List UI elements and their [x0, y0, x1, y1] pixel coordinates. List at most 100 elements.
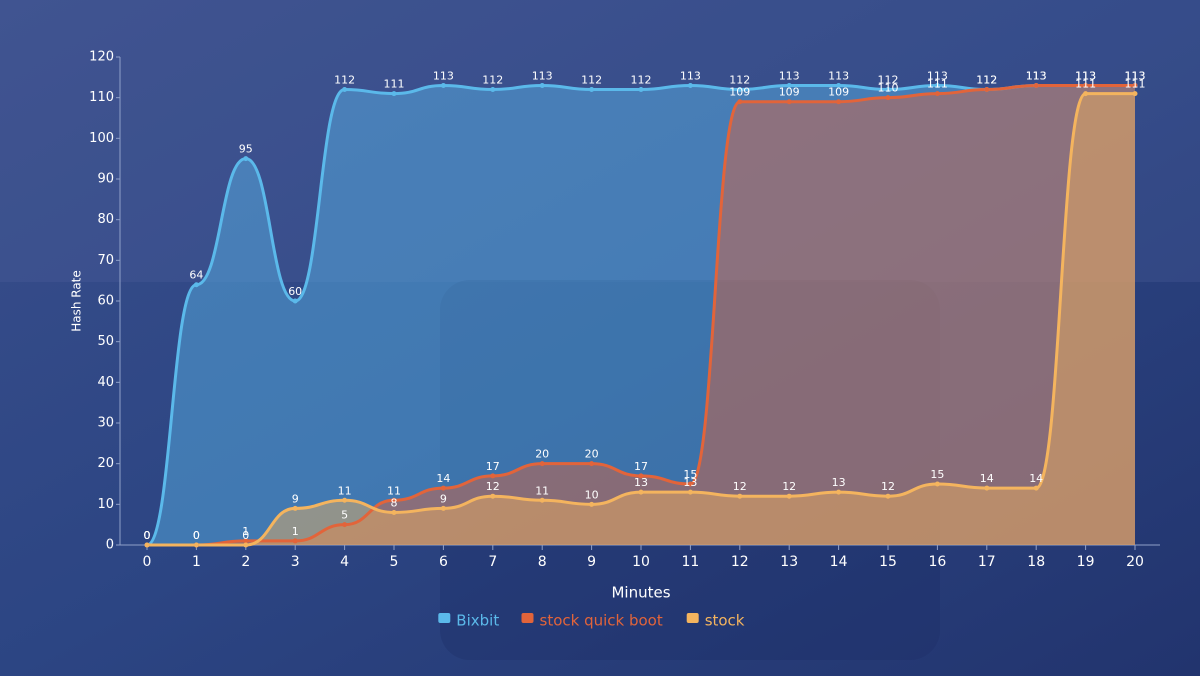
data-point [490, 493, 496, 499]
x-tick-label: 6 [439, 554, 448, 570]
x-tick-label: 18 [1027, 554, 1045, 570]
x-tick-label: 0 [143, 554, 152, 570]
x-tick-label: 9 [587, 554, 596, 570]
value-label: 0 [144, 529, 151, 542]
x-tick-label: 1 [192, 554, 201, 570]
x-tick-label: 16 [928, 554, 946, 570]
data-point [589, 461, 595, 467]
value-label: 109 [779, 86, 800, 99]
value-label: 10 [585, 488, 599, 501]
value-label: 112 [482, 74, 503, 87]
data-point [836, 489, 842, 495]
y-tick-label: 30 [97, 416, 114, 431]
value-label: 14 [980, 472, 994, 485]
value-label: 0 [144, 529, 151, 542]
value-label: 112 [878, 74, 899, 87]
areas [147, 85, 1135, 545]
data-point [342, 87, 348, 93]
data-point [737, 87, 743, 93]
y-tick-label: 40 [97, 375, 114, 390]
data-point [243, 538, 249, 544]
y-tick-label: 10 [97, 497, 114, 512]
data-point [440, 505, 446, 511]
data-point [638, 473, 644, 479]
data-point [687, 489, 693, 495]
data-point [1132, 82, 1138, 88]
data-point [786, 99, 792, 105]
x-tick-label: 11 [681, 554, 699, 570]
x-tick-label: 13 [780, 554, 798, 570]
data-point [786, 493, 792, 499]
value-label: 12 [881, 480, 895, 493]
x-tick-label: 4 [340, 554, 349, 570]
data-point [786, 82, 792, 88]
data-point [984, 87, 990, 93]
x-tick-label: 8 [538, 554, 547, 570]
value-label: 12 [733, 480, 747, 493]
legend-swatch [686, 613, 699, 623]
value-label: 20 [535, 448, 549, 461]
data-point [687, 481, 693, 487]
data-point [342, 497, 348, 503]
value-label: 12 [782, 480, 796, 493]
data-point [440, 485, 446, 491]
x-tick-label: 2 [241, 554, 250, 570]
data-point [934, 481, 940, 487]
x-tick-label: 15 [879, 554, 897, 570]
data-point [539, 82, 545, 88]
background-laptop [440, 280, 940, 660]
value-label: 5 [341, 509, 348, 522]
data-point [638, 87, 644, 93]
x-tick-label: 20 [1126, 554, 1144, 570]
points [144, 82, 1138, 548]
y-tick-label: 0 [106, 538, 114, 553]
value-label: 9 [292, 492, 299, 505]
value-label: 1 [292, 525, 299, 538]
data-point [984, 485, 990, 491]
data-point [737, 99, 743, 105]
data-point [440, 82, 446, 88]
value-label: 13 [634, 476, 648, 489]
value-label: 112 [976, 74, 997, 87]
value-label: 112 [729, 74, 750, 87]
data-point [836, 99, 842, 105]
value-label: 111 [384, 78, 405, 91]
value-label: 13 [832, 476, 846, 489]
series-line [146, 83, 1135, 547]
data-point [243, 156, 249, 162]
data-point [1033, 82, 1039, 88]
data-point [391, 91, 397, 97]
data-point [193, 542, 199, 548]
value-label: 95 [239, 143, 253, 156]
x-tick-label: 14 [830, 554, 848, 570]
value-label: 17 [486, 460, 500, 473]
data-point [1033, 485, 1039, 491]
value-label: 0 [144, 529, 151, 542]
y-tick-label: 110 [89, 90, 114, 105]
legend-swatch [438, 613, 451, 623]
data-point [737, 493, 743, 499]
legend-label: Bixbit [456, 612, 499, 630]
value-label: 113 [828, 69, 849, 82]
value-label: 113 [1026, 69, 1047, 82]
data-point [539, 461, 545, 467]
value-label: 113 [1075, 69, 1096, 82]
value-label: 111 [927, 78, 948, 91]
series-area [147, 93, 1135, 545]
x-tick-label: 17 [978, 554, 996, 570]
value-label: 1 [242, 525, 249, 538]
y-tick-label: 60 [97, 294, 114, 309]
data-point [342, 522, 348, 528]
data-point [836, 82, 842, 88]
data-point [490, 473, 496, 479]
value-label: 113 [433, 69, 454, 82]
data-point [490, 87, 496, 93]
data-point [934, 82, 940, 88]
x-axis-title: Minutes [611, 584, 670, 602]
data-point [638, 489, 644, 495]
value-label: 14 [1029, 472, 1043, 485]
data-point [1083, 82, 1089, 88]
